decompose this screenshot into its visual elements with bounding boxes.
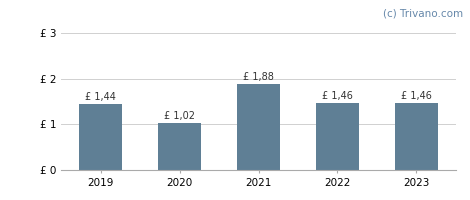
Text: (c) Trivano.com: (c) Trivano.com [383,8,463,18]
Bar [237,84,280,170]
Bar [395,103,438,170]
Text: £ 1,44: £ 1,44 [85,92,116,102]
Text: £ 1,02: £ 1,02 [164,111,195,121]
Bar [158,123,201,170]
Bar [316,103,359,170]
Text: £ 1,46: £ 1,46 [322,91,353,101]
Text: £ 1,46: £ 1,46 [401,91,432,101]
Text: £ 1,88: £ 1,88 [243,72,274,82]
Bar [79,104,122,170]
